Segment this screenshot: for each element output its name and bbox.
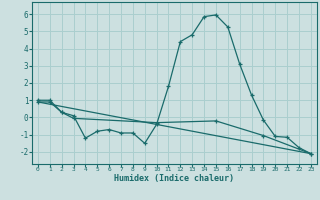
X-axis label: Humidex (Indice chaleur): Humidex (Indice chaleur) — [115, 174, 234, 183]
